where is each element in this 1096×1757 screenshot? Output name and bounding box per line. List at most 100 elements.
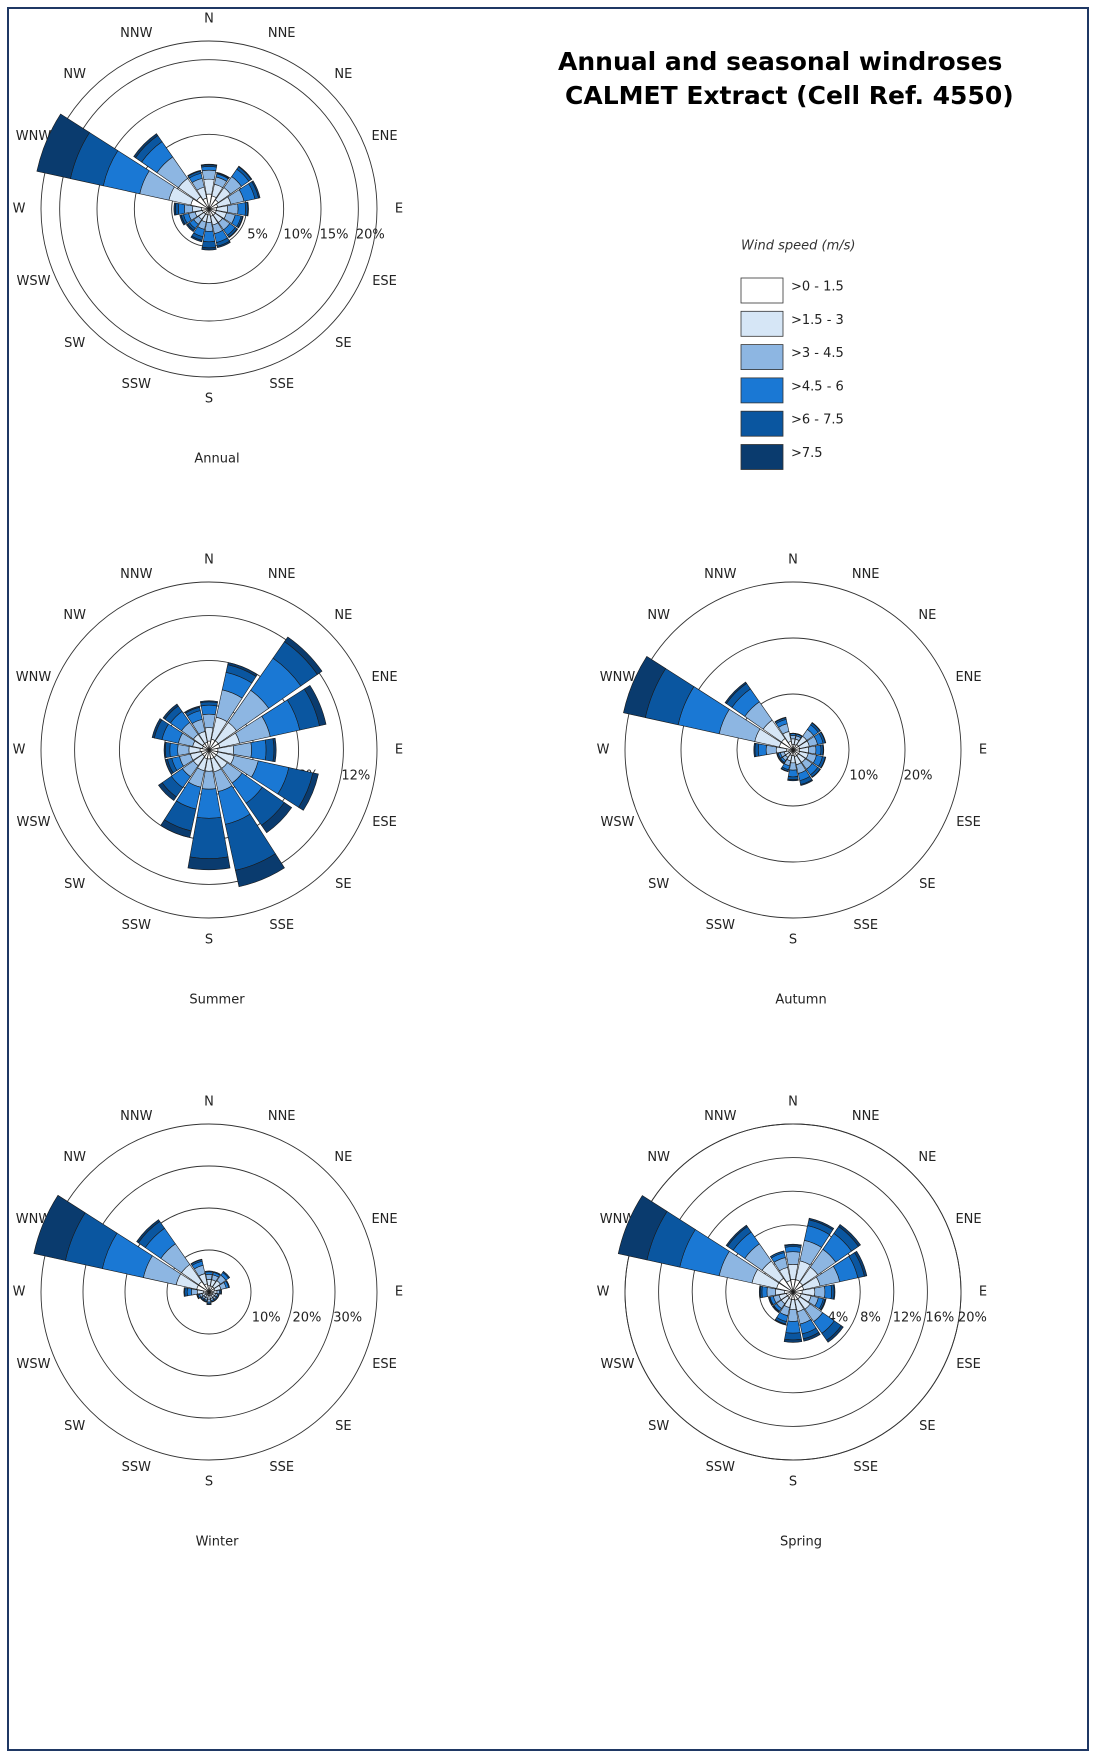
grid-ring xyxy=(725,1224,861,1360)
wind-segment xyxy=(173,202,177,216)
wind-segment xyxy=(783,1338,803,1343)
direction-label: NE xyxy=(918,1150,936,1165)
outer-ring xyxy=(624,581,962,919)
wind-segment xyxy=(216,172,230,179)
wind-segment xyxy=(826,1325,844,1343)
direction-label: S xyxy=(789,933,797,948)
wind-segment xyxy=(237,202,246,216)
wind-segment xyxy=(200,704,218,716)
direction-label: SSW xyxy=(706,1460,736,1475)
wind-segment xyxy=(800,779,814,786)
wind-segment xyxy=(214,1297,218,1301)
direction-label: WSW xyxy=(600,1357,634,1372)
direction-label: SE xyxy=(335,877,351,892)
r-tick-label: 20% xyxy=(958,1311,987,1326)
wind-segment xyxy=(784,1332,802,1341)
wind-segment xyxy=(753,742,756,758)
direction-label: SSW xyxy=(706,918,736,933)
wind-segment xyxy=(201,240,217,249)
wind-segment xyxy=(200,163,218,166)
wind-segment xyxy=(811,722,821,732)
legend-label: >3 - 4.5 xyxy=(791,346,844,361)
page-frame xyxy=(7,7,1089,1751)
legend-swatch xyxy=(740,344,784,371)
wind-segment xyxy=(177,744,190,756)
wind-segment xyxy=(771,1305,780,1314)
direction-label: NW xyxy=(63,67,86,82)
wind-segment xyxy=(778,758,785,765)
r-tick-label: 20% xyxy=(356,228,385,243)
wind-segment xyxy=(246,201,249,217)
direction-label: N xyxy=(204,12,214,27)
wind-segment xyxy=(201,166,217,172)
direction-label: SSE xyxy=(269,377,294,392)
legend-swatch xyxy=(740,377,784,404)
direction-label: WSW xyxy=(16,274,50,289)
direction-label: ENE xyxy=(371,129,397,144)
direction-label: ESE xyxy=(372,274,397,289)
wind-segment xyxy=(250,739,267,761)
direction-label: ESE xyxy=(956,1357,981,1372)
direction-label: ESE xyxy=(372,815,397,830)
direction-label: NW xyxy=(647,1150,670,1165)
grid-ring xyxy=(74,615,344,885)
wind-segment xyxy=(216,240,231,249)
wind-segment xyxy=(164,758,174,775)
wind-segment xyxy=(163,741,167,759)
direction-label: W xyxy=(13,202,26,217)
direction-label: W xyxy=(13,743,26,758)
r-tick-label: 10% xyxy=(849,769,878,784)
wind-segment xyxy=(854,1250,868,1277)
direction-label: NW xyxy=(647,608,670,623)
direction-label: ENE xyxy=(955,1212,981,1227)
wind-segment xyxy=(201,169,217,180)
wind-segment xyxy=(784,1246,802,1253)
direction-label: SE xyxy=(919,1419,935,1434)
wind-segment xyxy=(237,216,244,229)
direction-label: ESE xyxy=(372,1357,397,1372)
wind-segment xyxy=(261,802,293,834)
direction-label: N xyxy=(204,553,214,568)
r-tick-label: 8% xyxy=(860,1311,881,1326)
direction-label: S xyxy=(789,1475,797,1490)
direction-label: NNE xyxy=(852,567,880,582)
direction-label: WNW xyxy=(600,670,636,685)
direction-label: SSE xyxy=(853,918,878,933)
wind-segment xyxy=(759,1285,762,1299)
legend-label: >1.5 - 3 xyxy=(791,313,844,328)
grid-ring xyxy=(133,133,285,285)
wind-segment xyxy=(178,203,186,215)
wind-segment xyxy=(768,1296,773,1307)
outer-ring xyxy=(40,581,378,919)
figure-title: Annual and seasonal windroses xyxy=(558,47,1002,76)
wind-segment xyxy=(814,1286,826,1298)
wind-segment xyxy=(206,1298,212,1303)
wind-segment xyxy=(160,819,192,838)
direction-label: S xyxy=(205,392,213,407)
direction-label: NE xyxy=(334,1150,352,1165)
wind-segment xyxy=(808,1217,835,1231)
direction-label: N xyxy=(204,1095,214,1110)
wind-segment xyxy=(158,782,177,801)
wind-segment xyxy=(136,1219,161,1244)
wind-segment xyxy=(802,1331,821,1342)
direction-label: NE xyxy=(334,608,352,623)
wind-segment xyxy=(133,133,159,159)
direction-label: NW xyxy=(63,608,86,623)
r-tick-label: 20% xyxy=(292,1311,321,1326)
wind-segment xyxy=(776,753,780,760)
direction-label: N xyxy=(788,1095,798,1110)
direction-label: W xyxy=(597,743,610,758)
direction-label: WNW xyxy=(600,1212,636,1227)
direction-label: SW xyxy=(64,877,85,892)
direction-label: WNW xyxy=(16,670,52,685)
wind-segment xyxy=(298,772,319,811)
wind-segment xyxy=(169,742,179,758)
grid-ring xyxy=(59,59,359,359)
direction-label: S xyxy=(205,933,213,948)
chart-caption: Annual xyxy=(194,452,239,467)
legend-label: >6 - 7.5 xyxy=(791,413,844,428)
wind-segment xyxy=(766,1287,776,1297)
direction-label: NW xyxy=(63,1150,86,1165)
